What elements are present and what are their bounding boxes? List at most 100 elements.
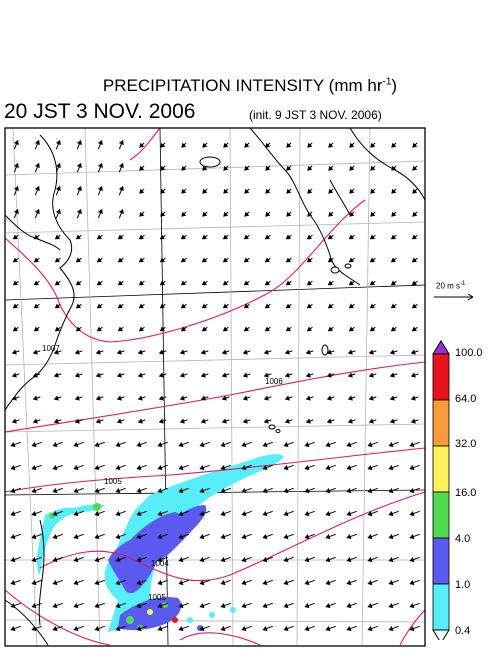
wind-vector-head <box>326 395 332 401</box>
isobar-label: 1006 <box>265 377 283 386</box>
wind-vector-head <box>390 234 396 240</box>
wind-vector-head <box>349 188 355 194</box>
wind-vector-head <box>180 257 186 263</box>
wind-vector-head <box>138 257 144 263</box>
wind-vector-head <box>263 372 269 378</box>
wind-vector-head <box>411 234 417 240</box>
wind-vector-head <box>53 372 59 378</box>
wind-vector-head <box>53 349 59 355</box>
wind-vector-head <box>220 510 226 517</box>
wind-vector-head <box>73 625 79 632</box>
wind-vector-head <box>223 188 229 194</box>
wind-vector-head <box>244 142 250 148</box>
wind-vector-head <box>262 510 268 517</box>
rain-band-light <box>37 504 105 575</box>
wind-vector-head <box>13 208 19 215</box>
wind-vector-head <box>220 579 226 586</box>
wind-vector-head <box>137 349 143 355</box>
wind-vector-head <box>97 139 103 146</box>
wind-vector-head <box>369 234 375 240</box>
wind-vector-head <box>304 464 310 471</box>
wind-vector-head <box>32 395 38 401</box>
colorbar <box>432 340 450 640</box>
wind-vector-head <box>199 487 205 494</box>
wind-vector-head <box>388 625 394 632</box>
wind-vector-head <box>181 165 187 171</box>
wind-vector-head <box>95 349 101 355</box>
wind-vector-head <box>115 556 121 563</box>
colorbar-segment <box>432 583 450 631</box>
wind-vector-head <box>75 257 81 263</box>
wind-vector-head <box>262 579 268 586</box>
wind-vector-head <box>221 349 227 355</box>
wind-vector-head <box>265 188 271 194</box>
wind-vector-head <box>178 510 184 517</box>
wind-vector-head <box>262 625 268 632</box>
rain-band-moderate <box>150 505 207 562</box>
wind-vector-head <box>94 510 100 517</box>
wind-vector-head <box>52 579 58 586</box>
isobar-labels: 1007 1006 1005 1004 1005 <box>42 344 283 602</box>
wind-vector-head <box>76 185 82 192</box>
wind-vector-head <box>242 418 248 424</box>
wind-vector-head <box>157 602 163 609</box>
wind-vector-head <box>200 418 206 424</box>
wind-vector-head <box>326 349 332 355</box>
wind-vector-head <box>74 372 80 378</box>
wind-vector-head <box>74 395 80 401</box>
wind-vector-head <box>117 326 123 332</box>
wind-vector-head <box>388 533 394 540</box>
wind-vector-head <box>199 464 205 471</box>
wind-vector-head <box>76 139 82 146</box>
wind-vector-head <box>262 602 268 609</box>
wind-vector-head <box>180 234 186 240</box>
wind-vector-head <box>178 556 184 563</box>
wind-vector-head <box>304 602 310 609</box>
wind-vector-head <box>243 303 249 309</box>
wind-vector-head <box>325 441 331 448</box>
wind-vector-head <box>75 280 81 286</box>
wind-vector-head <box>388 579 394 586</box>
wind-vector-head <box>31 602 37 609</box>
wind-vector-head <box>54 234 60 240</box>
wind-vector-head <box>388 602 394 609</box>
wind-vector-head <box>367 464 373 471</box>
wind-vector-head <box>306 257 312 263</box>
wind-vector-head <box>241 441 247 448</box>
coastlines <box>4 127 426 646</box>
wind-vector-head <box>11 372 17 378</box>
wind-vector-head <box>409 556 415 563</box>
colorbar-label: 4.0 <box>455 533 471 545</box>
wind-vector-head <box>220 464 226 471</box>
wind-vector-head <box>411 303 417 309</box>
wind-vector-head <box>409 441 415 448</box>
wind-vector-head <box>306 303 312 309</box>
wind-vector-head <box>54 303 60 309</box>
colorbar-segment <box>432 445 450 493</box>
wind-vector-head <box>304 441 310 448</box>
wind-vector-head <box>115 464 121 471</box>
wind-vector-head <box>369 326 375 332</box>
wind-vector-head <box>12 280 18 286</box>
wind-vector-head <box>179 349 185 355</box>
wind-vector-head <box>265 211 271 217</box>
wind-vector-head <box>76 208 82 215</box>
colorbar-segment <box>432 399 450 447</box>
wind-vector-head <box>304 579 310 586</box>
wind-vector-head <box>94 579 100 586</box>
wind-vector-head <box>31 533 37 540</box>
wind-vector-head <box>96 280 102 286</box>
wind-vector-head <box>307 188 313 194</box>
wind-vector-head <box>220 556 226 563</box>
wind-vector-head <box>118 185 124 192</box>
wind-vector-head <box>348 303 354 309</box>
wind-vector-head <box>181 142 187 148</box>
wind-vector-head <box>158 349 164 355</box>
wind-vector-head <box>305 418 311 424</box>
wind-vector-head <box>31 556 37 563</box>
colorbar-label: 0.4 <box>455 625 471 637</box>
wind-vector-head <box>391 211 397 217</box>
wind-vector-head <box>12 326 18 332</box>
wind-vector-head <box>179 395 185 401</box>
wind-vector-head <box>139 142 145 148</box>
